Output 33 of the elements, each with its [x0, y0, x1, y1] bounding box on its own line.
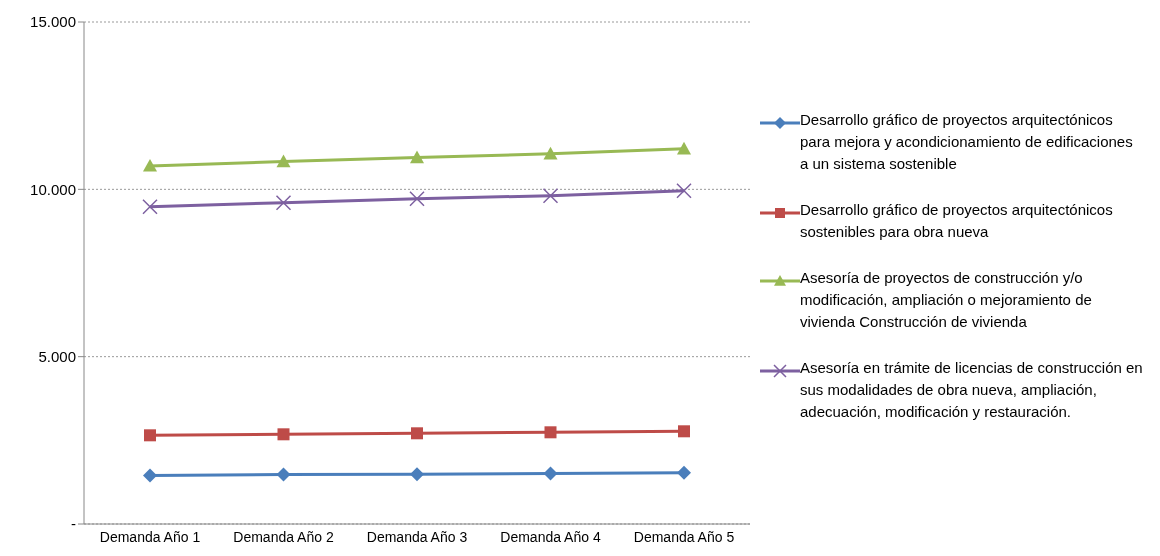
point [677, 465, 691, 480]
point [275, 194, 292, 211]
legend-label: Desarrollo gráfico de proyectos arquitectónicos para mejora y acondicionamiento de edificaciones a un sistema sostenible [800, 110, 1134, 174]
x-tick-label: Demanda Año 5 [633, 528, 735, 545]
y-tick-label: 15.000 [30, 13, 76, 31]
point [276, 467, 291, 482]
y-tick-label: 10.000 [30, 180, 76, 198]
point [409, 190, 425, 207]
y-tick-label: 5.000 [38, 347, 76, 365]
x-tick-label: Demanda Año 1 [99, 528, 201, 545]
legend-label: Asesoría en trámite de licencias de construcción en sus modalidades de obra nueva, ampliación, adecuación, modificación y restauración. [800, 358, 1144, 422]
point [142, 198, 158, 215]
point [542, 187, 559, 204]
point [544, 426, 557, 439]
x-tick-label: Demanda Año 3 [366, 528, 468, 545]
point [543, 466, 558, 481]
y-tick-label: - [71, 515, 76, 533]
legend-label: Asesoría de proyectos de construcción y/o modificación, ampliación o mejoramiento de vivienda Construcción de vivienda [800, 268, 1093, 332]
point [143, 468, 157, 483]
point [411, 427, 423, 440]
point [277, 428, 290, 441]
point [543, 146, 558, 160]
point [276, 154, 291, 168]
point [677, 141, 691, 155]
x-tick-label: Demanda Año 2 [233, 528, 334, 545]
point [410, 467, 424, 482]
point [410, 150, 424, 164]
point [678, 425, 690, 438]
point [143, 158, 157, 172]
point [144, 429, 156, 442]
point [676, 182, 692, 199]
legend-label: Desarrollo gráfico de proyectos arquitectónicos sostenibles para obra nueva [800, 200, 1114, 242]
x-tick-label: Demanda Año 4 [500, 528, 601, 545]
